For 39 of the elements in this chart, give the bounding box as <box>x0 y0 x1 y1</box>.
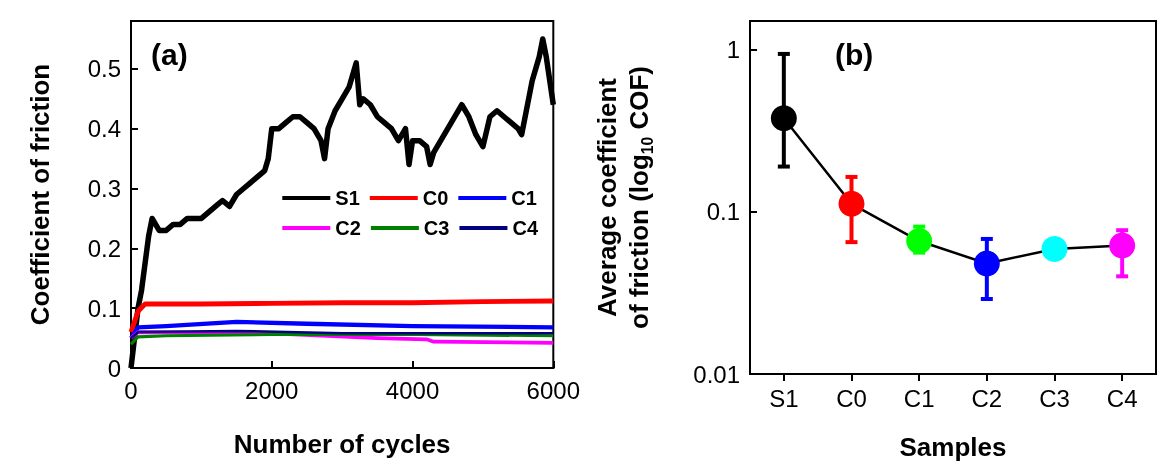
point <box>973 250 1000 277</box>
legend-label: S1 <box>335 187 360 209</box>
y-tick-label: 0.2 <box>87 234 121 262</box>
x-tick-label: 2000 <box>245 376 299 404</box>
y-tick-label: 0.4 <box>87 115 121 143</box>
x-tick-label: 6000 <box>526 376 580 404</box>
y-tick-label: 0.5 <box>87 55 121 83</box>
legend-label: C4 <box>512 217 539 239</box>
y-tick-label: 0.1 <box>706 198 740 226</box>
y-tick-label: 0.01 <box>693 360 740 388</box>
x-tick-label: 4000 <box>385 376 440 404</box>
x-tick-label: S1 <box>769 384 799 412</box>
line-series <box>128 319 556 341</box>
legend-label: C0 <box>422 187 449 209</box>
x-tick-label: 0 <box>124 376 138 404</box>
point <box>1041 235 1068 262</box>
x-tick-label: C2 <box>971 384 1003 412</box>
y-tick-label: 0.3 <box>87 175 121 203</box>
annotation: (a) <box>151 37 188 71</box>
x-tick-label: C1 <box>903 384 935 412</box>
y-tick-label: 1 <box>726 36 740 64</box>
point <box>770 105 797 132</box>
x-tick-label: C4 <box>1106 384 1138 412</box>
legend-label: C2 <box>335 217 361 239</box>
line-series <box>129 329 555 340</box>
x-tick-label: C0 <box>836 384 867 412</box>
point <box>1109 232 1136 259</box>
y-tick-label: 0.1 <box>87 294 121 322</box>
x-axis-title: Number of cycles <box>233 429 451 459</box>
y-tick-label: 0 <box>107 354 121 382</box>
x-axis-title: Samples <box>899 432 1007 462</box>
line-series <box>128 298 556 335</box>
legend-label: C1 <box>511 187 537 209</box>
legend-label: C3 <box>423 217 450 239</box>
annotation: (b) <box>835 37 874 71</box>
point <box>906 228 933 255</box>
point <box>838 190 865 217</box>
x-tick-label: C3 <box>1039 384 1070 412</box>
y-axis-title: Coefficient of friction <box>25 63 55 326</box>
